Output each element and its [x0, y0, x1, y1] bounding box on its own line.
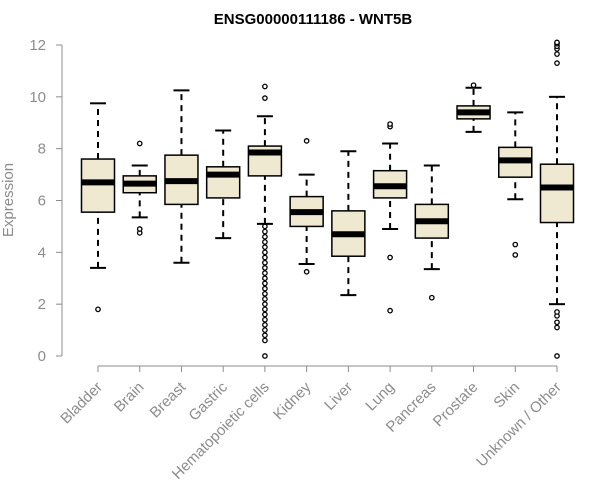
y-tick-label: 0	[38, 348, 46, 365]
y-tick-label: 2	[38, 296, 46, 313]
y-tick-label: 12	[29, 37, 46, 54]
box-group	[498, 111, 533, 258]
outlier-point	[262, 254, 268, 261]
outlier-point	[95, 306, 101, 313]
x-tick-label: Lung	[362, 379, 398, 415]
outlier-point	[262, 316, 268, 323]
box-iqr	[539, 163, 575, 224]
outlier-point	[262, 306, 268, 313]
box-group	[122, 140, 157, 236]
outlier-point	[262, 228, 268, 235]
outlier-point	[303, 268, 310, 275]
box-group	[539, 39, 575, 359]
x-tick-label: Liver	[321, 379, 356, 414]
box-group	[80, 102, 116, 313]
outlier-point	[554, 324, 560, 331]
box-group	[289, 138, 324, 275]
outlier-point	[512, 252, 519, 258]
outlier-point	[470, 82, 477, 89]
box-iqr	[80, 158, 116, 213]
outlier-point	[262, 296, 268, 302]
outlier-point	[262, 353, 268, 359]
box-group	[205, 129, 241, 240]
box-group	[331, 150, 366, 297]
x-tick-label: Prostate	[430, 379, 482, 431]
outlier-point	[387, 254, 393, 261]
y-tick-label: 4	[38, 244, 46, 261]
outlier-point	[554, 51, 560, 57]
outlier-point	[262, 233, 268, 240]
outlier-point	[262, 290, 268, 297]
box-group	[414, 164, 450, 301]
x-tick-label: Kidney	[270, 378, 315, 423]
outlier-point	[387, 307, 393, 314]
outlier-point	[262, 332, 268, 339]
outlier-point	[262, 275, 268, 282]
outlier-point	[262, 280, 268, 287]
outlier-point	[262, 223, 268, 230]
outlier-point	[262, 285, 268, 292]
box-group	[456, 82, 491, 133]
y-axis-label: Expression	[0, 163, 17, 237]
outlier-point	[136, 140, 143, 147]
axes: 0 2 4 6 8 10 12	[29, 37, 558, 372]
outlier-point	[554, 39, 560, 46]
x-tick-label: Skin	[490, 379, 523, 412]
outlier-point	[136, 226, 143, 232]
outlier-point	[262, 270, 268, 276]
box-group	[247, 83, 283, 359]
outlier-point	[262, 259, 268, 266]
outlier-point	[262, 239, 268, 245]
x-tick-label: Brain	[111, 379, 148, 416]
x-tick-label: Bladder	[57, 379, 106, 428]
outlier-point	[262, 301, 268, 308]
outlier-point	[262, 95, 268, 101]
outlier-point	[303, 138, 310, 144]
outlier-point	[554, 319, 560, 326]
outlier-point	[387, 121, 393, 127]
outlier-point	[262, 311, 268, 318]
box-group	[372, 121, 408, 314]
outlier-point	[262, 249, 268, 256]
outlier-point	[262, 265, 268, 271]
box-iqr	[205, 166, 241, 199]
y-tick-label: 10	[29, 89, 46, 106]
y-tick-label: 8	[38, 141, 46, 158]
chart-title: ENSG00000111186 - WNT5B	[214, 11, 413, 28]
outlier-point	[554, 353, 560, 359]
outlier-point	[262, 244, 268, 250]
outlier-point	[428, 294, 435, 301]
x-tick-label: Breast	[147, 378, 190, 421]
outlier-point	[512, 241, 519, 248]
outlier-point	[262, 327, 268, 333]
outlier-point	[262, 83, 268, 90]
outlier-point	[554, 60, 560, 66]
boxes	[80, 39, 575, 359]
box-group	[164, 89, 199, 264]
outlier-point	[262, 337, 268, 344]
y-tick-label: 6	[38, 193, 46, 210]
outlier-point	[554, 309, 560, 315]
outlier-point	[262, 322, 268, 328]
